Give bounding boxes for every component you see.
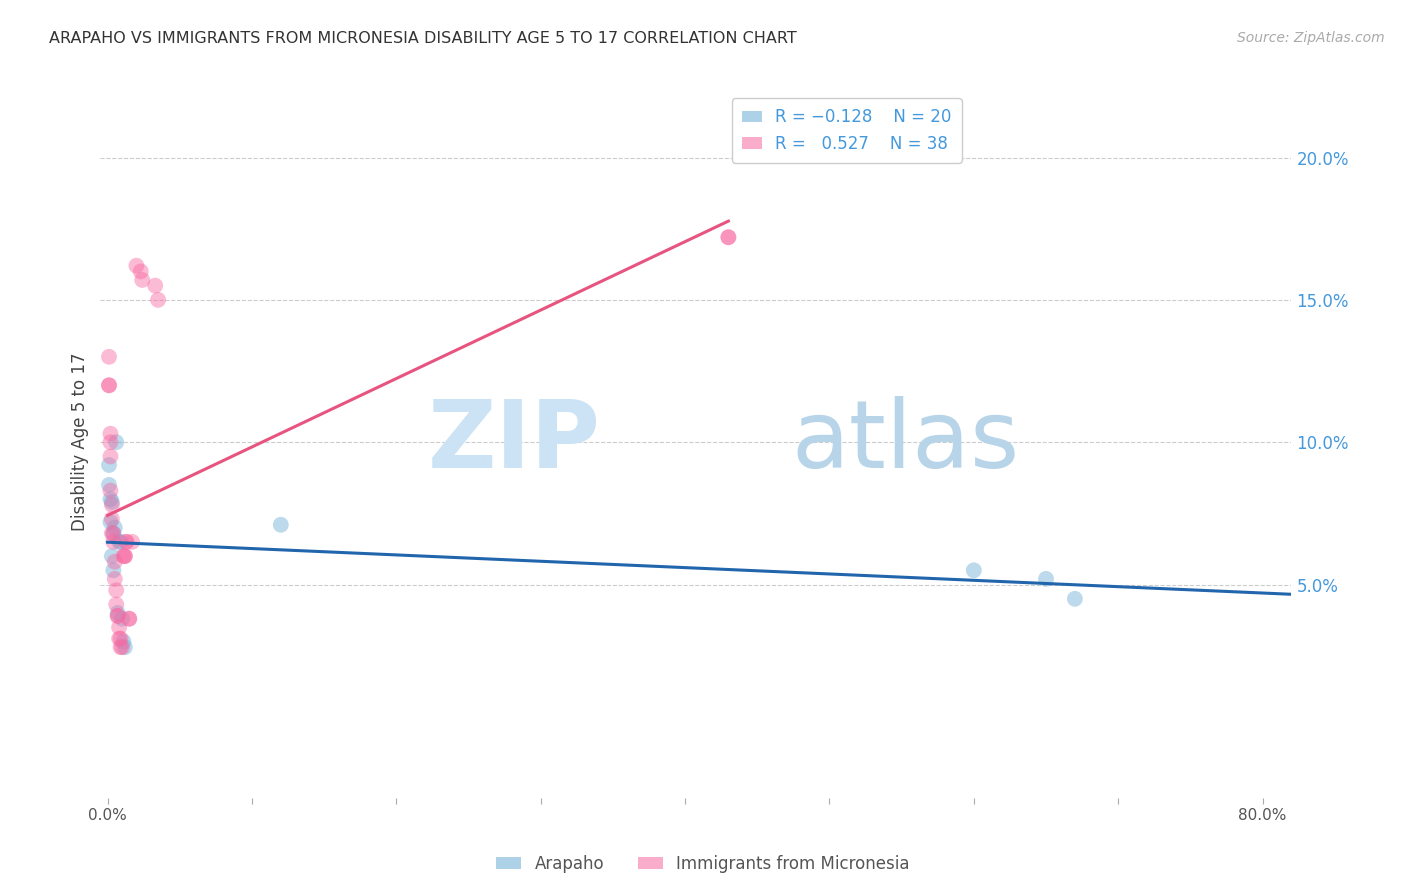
Point: [146, 293, 169, 307]
Text: ARAPAHO VS IMMIGRANTS FROM MICRONESIA DISABILITY AGE 5 TO 17 CORRELATION CHART: ARAPAHO VS IMMIGRANTS FROM MICRONESIA DI…: [49, 31, 797, 46]
Point: [101, 495, 124, 509]
Point: [963, 563, 986, 577]
Point: [98, 458, 121, 472]
Point: [100, 426, 122, 441]
Point: [121, 534, 143, 549]
Point: [270, 517, 292, 532]
Y-axis label: Disability Age 5 to 17: Disability Age 5 to 17: [72, 353, 89, 532]
Point: [108, 534, 131, 549]
Point: [1035, 572, 1057, 586]
Point: [101, 526, 124, 541]
Point: [112, 634, 135, 648]
Point: [100, 492, 122, 507]
Point: [101, 549, 124, 563]
Point: [103, 563, 125, 577]
Point: [131, 273, 153, 287]
Point: [110, 640, 132, 655]
Point: [118, 612, 141, 626]
Point: [112, 549, 135, 563]
Point: [103, 526, 125, 541]
Point: [104, 555, 127, 569]
Point: [98, 378, 121, 392]
Point: [100, 483, 122, 498]
Point: [100, 450, 122, 464]
Point: [717, 230, 740, 244]
Point: [101, 512, 124, 526]
Point: [105, 598, 128, 612]
Point: [100, 435, 122, 450]
Point: [98, 378, 121, 392]
Legend: Arapaho, Immigrants from Micronesia: Arapaho, Immigrants from Micronesia: [489, 848, 917, 880]
Text: atlas: atlas: [792, 396, 1019, 488]
Text: Source: ZipAtlas.com: Source: ZipAtlas.com: [1237, 31, 1385, 45]
Point: [98, 350, 121, 364]
Point: [107, 608, 129, 623]
Point: [100, 515, 122, 529]
Point: [717, 230, 740, 244]
Point: [129, 264, 152, 278]
Point: [98, 478, 121, 492]
Text: ZIP: ZIP: [427, 396, 600, 488]
Point: [143, 278, 166, 293]
Point: [118, 612, 141, 626]
Point: [115, 534, 138, 549]
Point: [111, 640, 134, 655]
Point: [104, 572, 127, 586]
Point: [125, 259, 148, 273]
Point: [105, 435, 128, 450]
Point: [114, 549, 136, 563]
Point: [114, 549, 136, 563]
Point: [101, 498, 124, 512]
Point: [110, 534, 132, 549]
Point: [108, 620, 131, 634]
Point: [103, 526, 125, 541]
Point: [115, 534, 138, 549]
Point: [1064, 591, 1087, 606]
Point: [107, 608, 129, 623]
Point: [108, 632, 131, 646]
Point: [104, 520, 127, 534]
Point: [110, 632, 132, 646]
Point: [107, 606, 129, 620]
Legend: R = −0.128    N = 20, R =   0.527    N = 38: R = −0.128 N = 20, R = 0.527 N = 38: [731, 98, 962, 162]
Point: [111, 612, 134, 626]
Point: [103, 534, 125, 549]
Point: [105, 583, 128, 598]
Point: [114, 640, 136, 655]
